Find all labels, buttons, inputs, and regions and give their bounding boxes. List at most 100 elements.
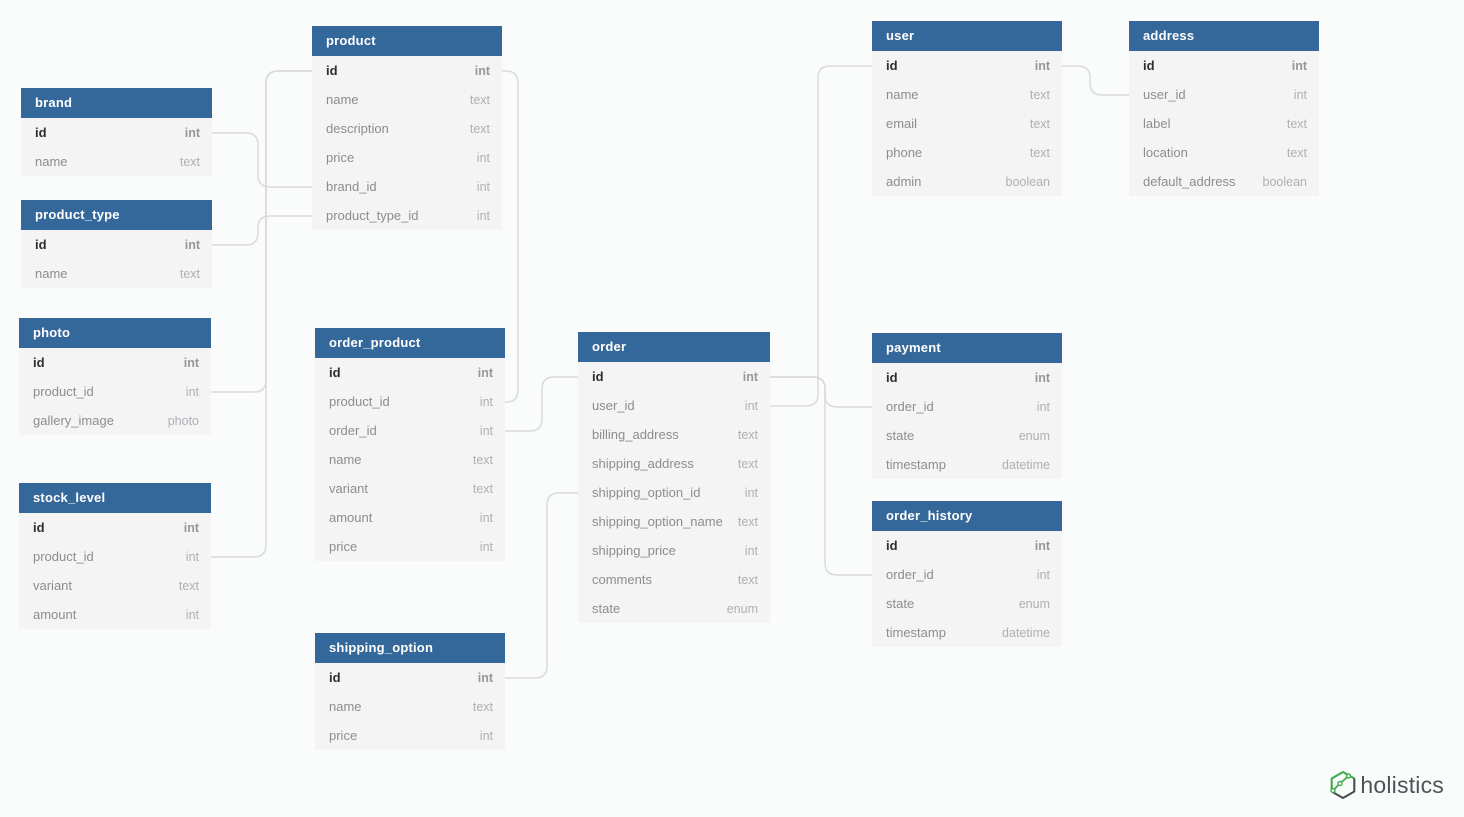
field-row-brand-name[interactable]: name text xyxy=(21,147,212,176)
table-address[interactable]: address id int user_id int label text location t… xyxy=(1129,21,1319,196)
relationship-product-order-product xyxy=(502,70,519,403)
field-row-shipping_option-id[interactable]: id int xyxy=(315,663,505,692)
field-row-order_history-timestamp[interactable]: timestamp datetime xyxy=(872,618,1062,647)
field-name: variant xyxy=(33,578,73,593)
field-row-user-admin[interactable]: admin boolean xyxy=(872,167,1062,196)
table-photo[interactable]: photo id int product_id int gallery_image phot… xyxy=(19,318,211,435)
field-row-order_product-price[interactable]: price int xyxy=(315,532,505,561)
field-row-order-user_id[interactable]: user_id int xyxy=(578,391,770,420)
field-row-order_history-id[interactable]: id int xyxy=(872,531,1062,560)
field-row-order-shipping_address[interactable]: shipping_address text xyxy=(578,449,770,478)
table-payment[interactable]: payment id int order_id int state enum timestam… xyxy=(872,333,1062,479)
field-row-order_product-order_id[interactable]: order_id int xyxy=(315,416,505,445)
field-name: user_id xyxy=(592,398,635,413)
field-row-product_type-name[interactable]: name text xyxy=(21,259,212,288)
field-row-order_product-amount[interactable]: amount int xyxy=(315,503,505,532)
table-header-payment[interactable]: payment xyxy=(872,333,1062,363)
table-header-brand[interactable]: brand xyxy=(21,88,212,118)
table-header-order_history[interactable]: order_history xyxy=(872,501,1062,531)
field-row-address-user_id[interactable]: user_id int xyxy=(1129,80,1319,109)
table-header-address[interactable]: address xyxy=(1129,21,1319,51)
table-header-user[interactable]: user xyxy=(872,21,1062,51)
field-name: product_id xyxy=(33,384,94,399)
field-row-product-product_type_id[interactable]: product_type_id int xyxy=(312,201,502,230)
field-name: price xyxy=(329,539,358,554)
table-order_product[interactable]: order_product id int product_id int order_id i… xyxy=(315,328,505,561)
field-name: state xyxy=(886,428,915,443)
field-row-payment-timestamp[interactable]: timestamp datetime xyxy=(872,450,1062,479)
table-order_history[interactable]: order_history id int order_id int state enum ti… xyxy=(872,501,1062,647)
table-header-shipping_option[interactable]: shipping_option xyxy=(315,633,505,663)
field-name: name xyxy=(329,452,362,467)
field-row-product-brand_id[interactable]: brand_id int xyxy=(312,172,502,201)
field-type: int xyxy=(744,398,758,413)
field-row-user-email[interactable]: email text xyxy=(872,109,1062,138)
field-row-order_history-state[interactable]: state enum xyxy=(872,589,1062,618)
field-name: price xyxy=(326,150,355,165)
field-row-brand-id[interactable]: id int xyxy=(21,118,212,147)
field-row-product-description[interactable]: description text xyxy=(312,114,502,143)
field-row-order_history-order_id[interactable]: order_id int xyxy=(872,560,1062,589)
field-row-stock_level-product_id[interactable]: product_id int xyxy=(19,542,211,571)
field-type: datetime xyxy=(1002,457,1050,472)
field-type: int xyxy=(476,150,490,165)
table-brand[interactable]: brand id int name text xyxy=(21,88,212,176)
field-row-product_type-id[interactable]: id int xyxy=(21,230,212,259)
field-name: id xyxy=(33,355,45,370)
field-name: order_id xyxy=(329,423,377,438)
table-user[interactable]: user id int name text email text phone text admin… xyxy=(872,21,1062,196)
field-row-order_product-variant[interactable]: variant text xyxy=(315,474,505,503)
table-shipping_option[interactable]: shipping_option id int name text price int xyxy=(315,633,505,750)
field-type: int xyxy=(479,423,493,438)
field-row-photo-gallery_image[interactable]: gallery_image photo xyxy=(19,406,211,435)
holistics-logo[interactable]: holistics xyxy=(1329,770,1444,800)
table-header-order_product[interactable]: order_product xyxy=(315,328,505,358)
field-row-order-comments[interactable]: comments text xyxy=(578,565,770,594)
field-row-product-price[interactable]: price int xyxy=(312,143,502,172)
field-row-shipping_option-name[interactable]: name text xyxy=(315,692,505,721)
field-type: text xyxy=(179,154,200,169)
table-header-stock_level[interactable]: stock_level xyxy=(19,483,211,513)
field-row-stock_level-amount[interactable]: amount int xyxy=(19,600,211,629)
field-row-address-id[interactable]: id int xyxy=(1129,51,1319,80)
table-order[interactable]: order id int user_id int billing_address text s… xyxy=(578,332,770,623)
field-name: user_id xyxy=(1143,87,1186,102)
field-row-product-id[interactable]: id int xyxy=(312,56,502,85)
table-header-product[interactable]: product xyxy=(312,26,502,56)
field-type: int xyxy=(477,365,493,380)
field-row-address-default_address[interactable]: default_address boolean xyxy=(1129,167,1319,196)
field-row-order-id[interactable]: id int xyxy=(578,362,770,391)
field-row-stock_level-variant[interactable]: variant text xyxy=(19,571,211,600)
field-row-photo-product_id[interactable]: product_id int xyxy=(19,377,211,406)
field-row-order_product-product_id[interactable]: product_id int xyxy=(315,387,505,416)
field-row-user-id[interactable]: id int xyxy=(872,51,1062,80)
field-row-order_product-name[interactable]: name text xyxy=(315,445,505,474)
field-row-shipping_option-price[interactable]: price int xyxy=(315,721,505,750)
field-row-photo-id[interactable]: id int xyxy=(19,348,211,377)
table-product[interactable]: product id int name text description text price… xyxy=(312,26,502,230)
relationship-stock-level-product xyxy=(211,70,312,558)
field-name: id xyxy=(33,520,45,535)
table-header-photo[interactable]: photo xyxy=(19,318,211,348)
field-row-order-shipping_option_id[interactable]: shipping_option_id int xyxy=(578,478,770,507)
table-product_type[interactable]: product_type id int name text xyxy=(21,200,212,288)
field-row-order_product-id[interactable]: id int xyxy=(315,358,505,387)
field-row-payment-id[interactable]: id int xyxy=(872,363,1062,392)
field-row-payment-order_id[interactable]: order_id int xyxy=(872,392,1062,421)
field-row-order-state[interactable]: state enum xyxy=(578,594,770,623)
field-row-address-location[interactable]: location text xyxy=(1129,138,1319,167)
field-row-order-shipping_option_name[interactable]: shipping_option_name text xyxy=(578,507,770,536)
field-row-order-billing_address[interactable]: billing_address text xyxy=(578,420,770,449)
field-row-order-shipping_price[interactable]: shipping_price int xyxy=(578,536,770,565)
table-header-order[interactable]: order xyxy=(578,332,770,362)
table-header-product_type[interactable]: product_type xyxy=(21,200,212,230)
field-row-stock_level-id[interactable]: id int xyxy=(19,513,211,542)
field-row-product-name[interactable]: name text xyxy=(312,85,502,114)
field-type: int xyxy=(183,520,199,535)
field-row-user-name[interactable]: name text xyxy=(872,80,1062,109)
field-row-address-label[interactable]: label text xyxy=(1129,109,1319,138)
field-row-payment-state[interactable]: state enum xyxy=(872,421,1062,450)
field-type: int xyxy=(742,369,758,384)
field-row-user-phone[interactable]: phone text xyxy=(872,138,1062,167)
